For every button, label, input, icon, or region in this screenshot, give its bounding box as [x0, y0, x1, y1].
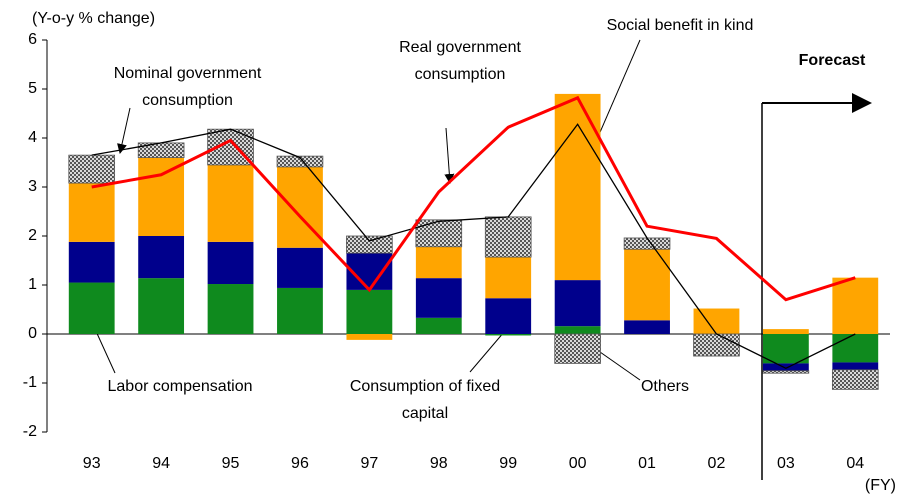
y-tick-label: 3	[28, 178, 37, 195]
bar-segment	[68, 154, 116, 184]
line-series	[91, 95, 856, 302]
y-tick-label: 5	[28, 80, 37, 97]
pointer	[599, 351, 641, 381]
bar-segment	[832, 362, 879, 370]
bar-segment	[624, 249, 670, 321]
bar-segment	[68, 282, 115, 334]
x-tick-label: 94	[152, 455, 170, 472]
bar-segment	[68, 183, 115, 242]
bar-segment	[415, 219, 463, 248]
bar-segment	[138, 157, 185, 236]
x-tick-label: 00	[569, 455, 587, 472]
annotation: Social benefit in kind	[606, 17, 754, 34]
annotation: Consumption of fixed capital	[349, 378, 501, 422]
y-tick-label: 0	[28, 325, 37, 342]
bar-segment	[484, 216, 532, 258]
bar-segment	[554, 326, 601, 334]
annotation-text: Nominal government consumption	[113, 65, 262, 109]
forecast-label: Forecast	[799, 52, 866, 69]
bar-segment	[485, 257, 532, 299]
bar-segment	[277, 287, 323, 334]
x-axis-label: (FY)	[865, 477, 896, 494]
bar-segment	[554, 333, 601, 364]
bar-segment	[138, 278, 185, 334]
annotation: Labor compensation	[107, 378, 253, 395]
bar-segment	[762, 334, 809, 364]
x-tick-label: 98	[430, 455, 448, 472]
x-tick-label: 02	[708, 455, 726, 472]
bar-segment	[346, 289, 393, 334]
bar-segment	[68, 241, 115, 283]
line-series	[91, 123, 856, 370]
annotation-text: Real government consumption	[399, 39, 521, 83]
bar-segment	[762, 363, 809, 371]
bar-segment	[346, 334, 393, 340]
x-tick-label: 01	[638, 455, 656, 472]
x-tick-label: 99	[499, 455, 517, 472]
bar-segment	[415, 278, 462, 318]
bar-segment	[623, 237, 671, 250]
annotation: Real government consumption	[399, 39, 521, 83]
x-tick-label: 95	[222, 455, 240, 472]
bar-segment	[138, 236, 185, 279]
annotation: Nominal government consumption	[113, 65, 262, 109]
bar-segment	[276, 155, 324, 168]
annotation-text: Labor compensation	[107, 378, 253, 395]
bar-segment	[207, 241, 254, 285]
annotation: Others	[640, 378, 689, 395]
bar-segment	[831, 369, 879, 390]
bar-segment	[485, 298, 532, 334]
x-tick-label: 97	[360, 455, 378, 472]
bar-segment	[693, 333, 740, 357]
y-axis-label: (Y-o-y % change)	[32, 10, 155, 27]
y-tick-label: -1	[23, 374, 37, 391]
bar-segment	[415, 317, 462, 334]
bar-segment	[624, 320, 670, 334]
y-tick-label: 4	[28, 129, 37, 146]
y-tick-label: 2	[28, 227, 37, 244]
y-tick-label: -2	[23, 423, 37, 440]
bar-segment	[346, 253, 393, 290]
bar-segment	[415, 246, 462, 279]
bars	[68, 93, 879, 390]
x-tick-label: 96	[291, 455, 309, 472]
pointer	[117, 107, 131, 154]
bar-segment	[832, 277, 879, 334]
bar-segment	[485, 334, 532, 336]
bar-segment	[762, 329, 809, 334]
x-tick-label: 93	[83, 455, 101, 472]
y-tick-label: 6	[28, 31, 37, 48]
bar-segment	[346, 235, 393, 254]
annotation-text: Consumption of fixed capital	[349, 378, 501, 422]
y-tick-label: 1	[28, 276, 37, 293]
bar-segment	[832, 334, 879, 363]
x-tick-label: 03	[777, 455, 795, 472]
bar-segment	[277, 166, 323, 248]
x-tick-label: 04	[846, 455, 864, 472]
pointer	[444, 127, 455, 184]
bar-segment	[762, 370, 810, 374]
bar-segment	[277, 247, 323, 288]
bar-segment	[554, 93, 601, 281]
bar-segment	[207, 164, 254, 242]
bar-segment	[207, 284, 254, 334]
annotation-text: Social benefit in kind	[606, 17, 754, 34]
bar-segment	[554, 280, 601, 327]
annotation-text: Others	[640, 378, 689, 395]
